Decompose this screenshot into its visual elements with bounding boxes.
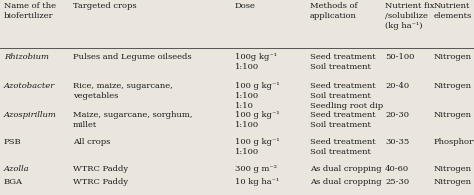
Text: Dose: Dose xyxy=(235,2,256,10)
Text: 10 kg ha⁻¹: 10 kg ha⁻¹ xyxy=(235,178,279,186)
Text: Methods of
application: Methods of application xyxy=(310,2,357,20)
Text: Rhizobium: Rhizobium xyxy=(4,53,49,61)
Text: 300 g m⁻²: 300 g m⁻² xyxy=(235,165,277,173)
Text: Nutrient
elements: Nutrient elements xyxy=(434,2,472,20)
Text: Phosphorus: Phosphorus xyxy=(434,138,474,146)
Text: Azospirillum: Azospirillum xyxy=(4,111,57,119)
Text: Azotobacter: Azotobacter xyxy=(4,82,55,90)
Text: 20-30: 20-30 xyxy=(385,111,409,119)
Text: WTRC Paddy: WTRC Paddy xyxy=(73,165,128,173)
Text: As dual cropping: As dual cropping xyxy=(310,165,382,173)
Text: Targeted crops: Targeted crops xyxy=(73,2,137,10)
Text: Nitrogen: Nitrogen xyxy=(434,53,472,61)
Text: 100 g kg⁻¹
1:100: 100 g kg⁻¹ 1:100 xyxy=(235,111,280,129)
Text: Seed treatment
Soil treatment: Seed treatment Soil treatment xyxy=(310,138,375,156)
Text: WTRC Paddy: WTRC Paddy xyxy=(73,178,128,186)
Text: 50-100: 50-100 xyxy=(385,53,414,61)
Text: 100 g kg⁻¹
1:100: 100 g kg⁻¹ 1:100 xyxy=(235,138,280,156)
Text: Rice, maize, sugarcane,
vegetables: Rice, maize, sugarcane, vegetables xyxy=(73,82,173,100)
Text: Nitrogen: Nitrogen xyxy=(434,82,472,90)
Text: 40-60: 40-60 xyxy=(385,165,409,173)
Text: Name of the
biofertilizer: Name of the biofertilizer xyxy=(4,2,56,20)
Text: 100g kg⁻¹
1:100: 100g kg⁻¹ 1:100 xyxy=(235,53,277,71)
Text: Seed treatment
Soil treatment
Seedling root dip: Seed treatment Soil treatment Seedling r… xyxy=(310,82,383,110)
Text: Nitrogen: Nitrogen xyxy=(434,165,472,173)
Text: Maize, sugarcane, sorghum,
millet: Maize, sugarcane, sorghum, millet xyxy=(73,111,192,129)
Text: Azolla: Azolla xyxy=(4,165,29,173)
Text: Pulses and Legume oilseeds: Pulses and Legume oilseeds xyxy=(73,53,191,61)
Text: Seed treatment
Soil treatment: Seed treatment Soil treatment xyxy=(310,53,375,71)
Text: BGA: BGA xyxy=(4,178,23,186)
Text: Nitrogen: Nitrogen xyxy=(434,178,472,186)
Text: PSB: PSB xyxy=(4,138,22,146)
Text: Nitrogen: Nitrogen xyxy=(434,111,472,119)
Text: Seed treatment
Soil treatment: Seed treatment Soil treatment xyxy=(310,111,375,129)
Text: Nutrient fix
/solubilize
(kg ha⁻¹): Nutrient fix /solubilize (kg ha⁻¹) xyxy=(385,2,435,30)
Text: 25-30: 25-30 xyxy=(385,178,409,186)
Text: 100 g kg⁻¹
1:100
1:10: 100 g kg⁻¹ 1:100 1:10 xyxy=(235,82,280,110)
Text: All crops: All crops xyxy=(73,138,110,146)
Text: 30-35: 30-35 xyxy=(385,138,409,146)
Text: 20-40: 20-40 xyxy=(385,82,409,90)
Text: As dual cropping: As dual cropping xyxy=(310,178,382,186)
